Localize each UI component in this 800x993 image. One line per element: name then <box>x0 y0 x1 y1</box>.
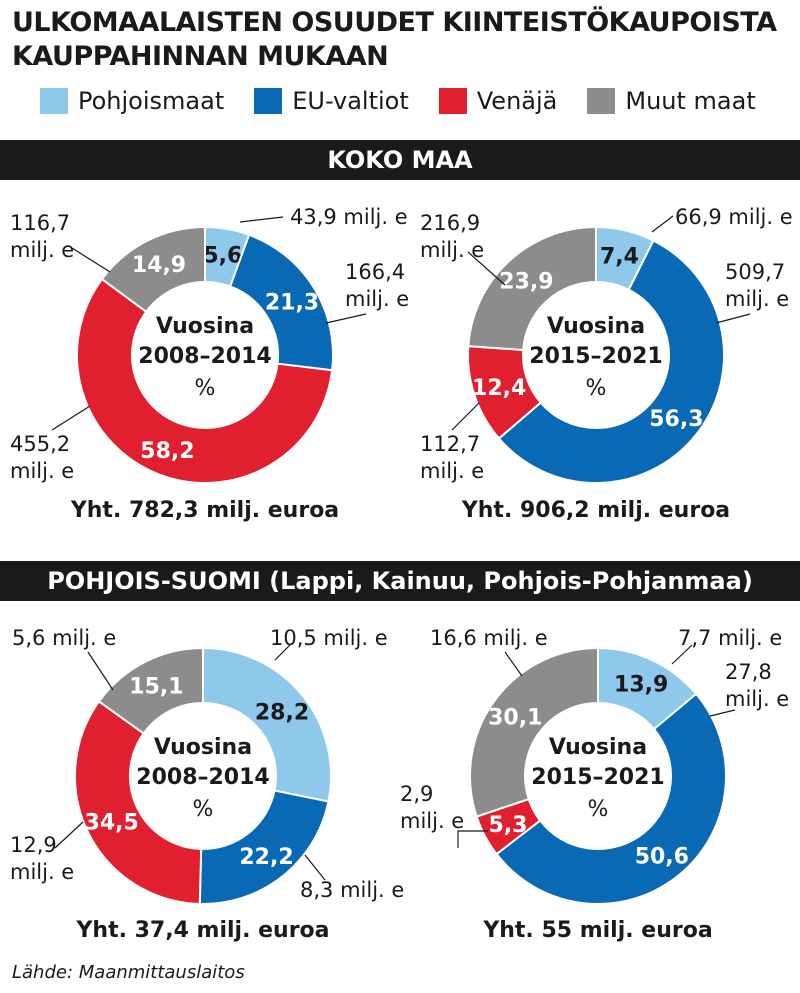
slice-value-label: 34,5 <box>85 810 139 835</box>
slice-value-label: 21,3 <box>265 291 319 316</box>
legend-label: EU-valtiot <box>292 87 409 115</box>
leader-line <box>71 247 111 273</box>
slice-value-label: 7,4 <box>600 245 639 270</box>
section-header-koko-maa: KOKO MAA <box>0 140 800 180</box>
amount-annotation: 12,9 milj. e <box>10 833 75 884</box>
donut-slice-4 <box>100 225 206 314</box>
center-label-period: 2015–2021 <box>529 344 662 369</box>
slice-value-label: 22,2 <box>239 845 293 870</box>
donut-slice-1 <box>202 646 332 803</box>
amount-annotation: 116,7 milj. e <box>10 211 75 262</box>
amount-annotation: 216,9 milj. e <box>420 211 485 262</box>
legend-item-pohjoismaat: Pohjoismaat <box>40 87 224 115</box>
center-label-percent: % <box>586 376 607 401</box>
amount-annotation: 166,4 milj. e <box>345 260 410 311</box>
center-label-period: 2008–2014 <box>136 765 269 790</box>
legend-label: Venäjä <box>476 87 558 115</box>
source-note: Lähde: Maanmittauslaitos <box>12 962 245 983</box>
donut-slice-3 <box>76 277 334 484</box>
legend-item-eu-valtiot: EU-valtiot <box>254 87 409 115</box>
center-label-period: 2015–2021 <box>531 765 664 790</box>
leader-line <box>715 313 751 324</box>
chart-total: Yht. 55 milj. euroa <box>483 918 713 943</box>
slice-value-label: 56,3 <box>649 407 703 432</box>
leader-line <box>51 405 91 431</box>
center-label-period: 2008–2014 <box>138 344 271 369</box>
slice-value-label: 13,9 <box>614 673 668 698</box>
legend-item-muut-maat: Muut maat <box>587 87 756 115</box>
legend-swatch <box>40 88 68 114</box>
leader-line <box>457 830 488 848</box>
leader-line <box>651 215 674 233</box>
legend-swatch <box>587 88 616 114</box>
leader-line <box>504 651 523 677</box>
slice-value-label: 12,4 <box>472 376 526 401</box>
leader-line <box>304 854 326 881</box>
donut-slice-2 <box>228 233 334 372</box>
donut-slice-4 <box>467 225 597 352</box>
slice-value-label: 5,6 <box>203 244 242 269</box>
slice-value-label: 14,9 <box>132 253 186 278</box>
title-line-1: ULKOMAALAISTEN OSUUDET KIINTEISTÖKAUPOIS… <box>12 7 777 38</box>
chart-total: Yht. 906,2 milj. euroa <box>461 498 731 523</box>
leader-line <box>274 644 291 661</box>
center-label-percent: % <box>195 376 216 401</box>
amount-annotation: 43,9 milj. e <box>290 205 408 229</box>
chart-total: Yht. 782,3 milj. euroa <box>70 498 340 523</box>
leader-line <box>709 709 736 717</box>
slice-value-label: 15,1 <box>129 674 183 699</box>
center-label-percent: % <box>588 797 609 822</box>
slice-value-label: 50,6 <box>635 845 689 870</box>
donut-slice-2 <box>497 239 725 484</box>
center-label-vuosina: Vuosina <box>549 735 647 760</box>
amount-annotation: 8,3 milj. e <box>300 878 405 902</box>
leader-line <box>239 216 284 223</box>
donut-slice-4 <box>97 646 204 735</box>
leader-line <box>54 821 84 849</box>
amount-annotation: 10,5 milj. e <box>270 626 388 650</box>
amount-annotation: 16,6 milj. e <box>430 626 548 650</box>
leader-line <box>87 651 114 691</box>
donut-slice-4 <box>469 646 599 818</box>
legend-swatch <box>254 88 283 114</box>
center-label-vuosina: Vuosina <box>156 314 254 339</box>
legend-item-venaja: Venäjä <box>438 87 558 115</box>
legend: Pohjoismaat EU-valtiot Venäjä Muut maat <box>40 84 800 118</box>
chart-total: Yht. 37,4 milj. euroa <box>76 918 330 943</box>
amount-annotation: 2,9 milj. e <box>400 782 465 833</box>
donut-slice-2 <box>495 692 727 905</box>
amount-annotation: 112,7 milj. e <box>420 432 485 483</box>
amount-annotation: 66,9 milj. e <box>675 205 793 229</box>
center-label-vuosina: Vuosina <box>154 735 252 760</box>
slice-value-label: 23,9 <box>499 269 553 294</box>
slice-value-label: 28,2 <box>255 700 309 725</box>
slice-value-label: 5,3 <box>488 813 527 838</box>
leader-line <box>671 644 693 665</box>
slice-value-label: 30,1 <box>488 705 542 730</box>
legend-label: Muut maat <box>625 87 756 115</box>
donut-slice-3 <box>74 700 203 905</box>
legend-swatch <box>438 88 467 114</box>
center-label-vuosina: Vuosina <box>547 314 645 339</box>
slice-value-label: 58,2 <box>140 439 194 464</box>
title-line-2: KAUPPAHINNAN MUKAAN <box>12 41 389 72</box>
amount-annotation: 509,7 milj. e <box>725 260 790 311</box>
section-header-pohjois-suomi: POHJOIS-SUOMI (Lappi, Kainuu, Pohjois-Po… <box>0 561 800 601</box>
leader-line <box>451 402 480 431</box>
amount-annotation: 5,6 milj. e <box>12 626 117 650</box>
amount-annotation: 27,8 milj. e <box>725 660 790 711</box>
legend-label: Pohjoismaat <box>78 87 225 115</box>
amount-annotation: 7,7 milj. e <box>678 626 783 650</box>
leader-line <box>467 251 506 286</box>
leader-line <box>325 313 367 324</box>
amount-annotation: 455,2 milj. e <box>10 432 75 483</box>
chart-title: ULKOMAALAISTEN OSUUDET KIINTEISTÖKAUPOIS… <box>12 6 792 74</box>
center-label-percent: % <box>193 797 214 822</box>
